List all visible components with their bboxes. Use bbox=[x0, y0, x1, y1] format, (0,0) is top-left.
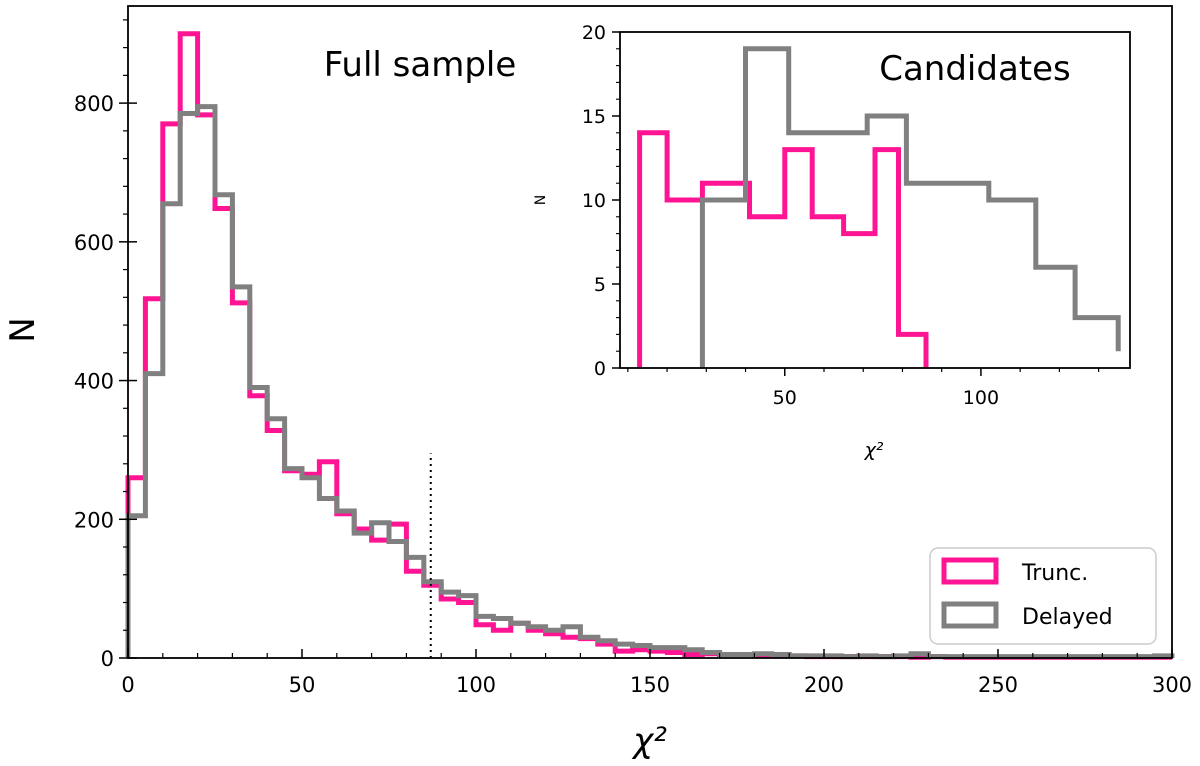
inset-title: Candidates bbox=[879, 49, 1071, 89]
inset-y-tick-label: 20 bbox=[582, 22, 606, 44]
histogram-delayed bbox=[125, 104, 1175, 660]
legend: Trunc. Delayed bbox=[929, 547, 1157, 645]
legend-label-trunc: Trunc. bbox=[1021, 561, 1088, 586]
inset-histogram-trunc bbox=[637, 130, 929, 368]
inset-histogram-delayed bbox=[699, 46, 1121, 368]
inset-x-tick-label: 100 bbox=[963, 387, 999, 409]
x-tick-label: 250 bbox=[978, 673, 1018, 697]
x-tick-label: 100 bbox=[456, 673, 496, 697]
inset-y-tick-label: 15 bbox=[582, 106, 606, 128]
legend-frame bbox=[929, 547, 1157, 645]
x-tick-label: 0 bbox=[121, 673, 134, 697]
inset-y-tick-label: 10 bbox=[582, 190, 606, 212]
inset-x-axis-label: χ² bbox=[864, 439, 884, 461]
legend-swatch-delayed bbox=[941, 601, 999, 629]
legend-swatch-trunc bbox=[941, 557, 999, 585]
x-tick-label: 50 bbox=[289, 673, 316, 697]
inset-y-axis-label: N bbox=[533, 195, 549, 205]
inset-y-tick-label: 0 bbox=[594, 358, 606, 380]
y-tick-label: 800 bbox=[74, 92, 114, 116]
inset-y-tick-label: 5 bbox=[594, 274, 606, 296]
y-tick-label: 200 bbox=[74, 508, 114, 532]
x-tick-label: 150 bbox=[630, 673, 670, 697]
main-title: Full sample bbox=[324, 45, 517, 85]
main-x-axis-label: χ² bbox=[631, 721, 667, 761]
inset-x-tick-label: 50 bbox=[773, 387, 797, 409]
y-tick-label: 400 bbox=[74, 370, 114, 394]
x-tick-label: 200 bbox=[804, 673, 844, 697]
main-y-axis-label: N bbox=[3, 317, 43, 342]
y-tick-label: 0 bbox=[101, 647, 114, 671]
inset-panel: 50 100 0 5 10 15 20 Candidates χ² N bbox=[533, 22, 1131, 461]
legend-label-delayed: Delayed bbox=[1022, 605, 1113, 630]
x-tick-label: 300 bbox=[1152, 673, 1192, 697]
y-tick-label: 600 bbox=[74, 231, 114, 255]
